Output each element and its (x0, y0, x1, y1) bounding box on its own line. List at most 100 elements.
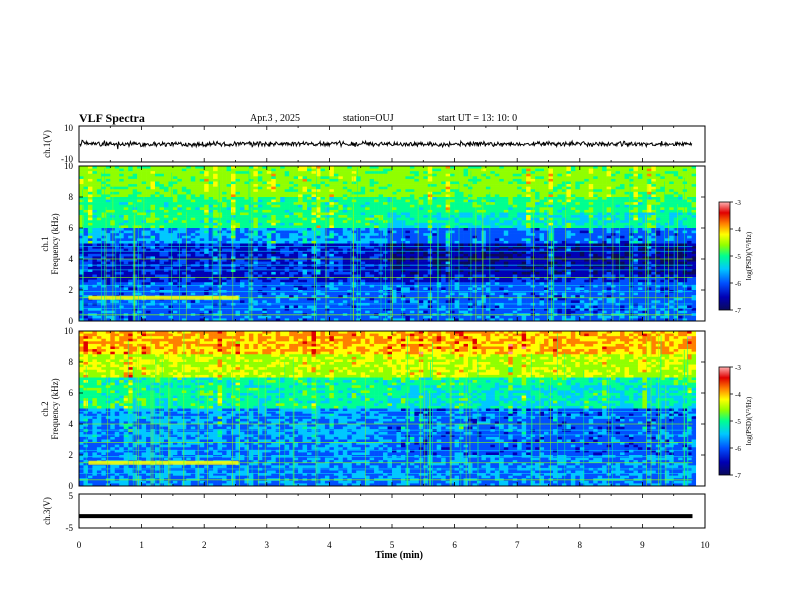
spectrogram-cell (146, 277, 151, 280)
spectrogram-cell (414, 181, 420, 185)
spectrogram-cell (204, 233, 209, 237)
spectrogram-cell (302, 181, 308, 185)
spectrogram-cell (114, 274, 120, 278)
spectrogram-cell (275, 292, 281, 296)
spectrogram-cell (186, 235, 192, 239)
spectrogram-cell (432, 233, 438, 237)
spectrogram-cell (248, 184, 254, 187)
spectrogram-cell (150, 176, 156, 180)
spectrogram-cell (150, 225, 156, 229)
spectrogram-cell (320, 248, 326, 252)
spectrogram-cell (79, 310, 84, 314)
spectrogram-cell (128, 284, 133, 288)
spectrogram-cell (222, 287, 227, 291)
spectrogram-cell (123, 168, 129, 172)
spectrogram-cell (396, 176, 402, 180)
spectrogram-cell (351, 181, 357, 185)
spectrogram-cell (146, 287, 151, 291)
spectrogram-cell (293, 238, 299, 242)
spectrogram-cell (177, 186, 183, 190)
spectrogram-cell (123, 222, 129, 226)
spectrogram-cell (275, 259, 281, 262)
spectrogram-cell (244, 204, 250, 208)
spectrogram-cell (83, 300, 89, 304)
spectrogram-cell (244, 279, 250, 283)
spectrogram-cell (231, 277, 236, 280)
spectrogram-cell (342, 168, 348, 172)
spectrogram-cell (405, 287, 411, 291)
spectrogram-cell (79, 202, 84, 206)
spectrogram-cell (333, 259, 339, 262)
spectrogram-cell (293, 271, 299, 275)
spectrogram-cell (172, 277, 178, 280)
spectrogram-cell (311, 199, 317, 203)
spectrogram-cell (114, 228, 120, 231)
spectrogram-cell (293, 277, 299, 280)
spectrogram-cell (298, 277, 303, 280)
spectrogram-cell (365, 212, 370, 216)
spectrogram-cell (347, 199, 353, 203)
spectrogram-cell (79, 238, 84, 242)
spectrogram-cell (181, 248, 187, 252)
spectrogram-cell (87, 246, 93, 249)
spectrogram-cell (271, 222, 277, 226)
spectrogram-cell (195, 310, 201, 314)
spectrogram-cell (423, 259, 429, 262)
spectrogram-cell (137, 233, 142, 237)
spectrogram-cell (235, 207, 241, 211)
spectrogram-cell (360, 253, 366, 257)
spectrogram-cell (409, 181, 415, 185)
spectrogram-cell (119, 225, 125, 229)
spectrogram-cell (248, 277, 254, 280)
spectrogram-cell (418, 222, 424, 226)
spectrogram-cell (177, 181, 183, 185)
spectrogram-cell (222, 173, 227, 177)
spectrogram-cell (414, 173, 420, 177)
spectrogram-cell (168, 243, 174, 247)
spectrogram-cell (342, 166, 348, 169)
spectrogram-cell (137, 168, 142, 172)
spectrogram-cell (172, 220, 178, 224)
spectrogram-cell (445, 173, 451, 177)
spectrogram-cell (293, 259, 299, 262)
spectrogram-cell (324, 279, 330, 283)
spectrogram-cell (226, 256, 232, 260)
spectrogram-cell (110, 168, 116, 172)
spectrogram-cell (248, 297, 254, 301)
spectrogram-cell (365, 173, 370, 177)
spectrogram-cell (150, 168, 156, 172)
spectrogram-cell (213, 266, 218, 270)
spectrogram-cell (96, 287, 102, 291)
spectrogram-cell (222, 274, 227, 278)
spectrogram-cell (231, 171, 236, 175)
spectrogram-cell (271, 228, 277, 231)
spectrogram-cell (204, 230, 209, 234)
spectrogram-cell (441, 302, 446, 306)
spectrogram-cell (248, 259, 254, 262)
spectrogram-cell (302, 197, 308, 200)
ch1-ytick-top: 10 (64, 123, 74, 133)
spectrogram-cell (400, 217, 406, 221)
spectrogram-cell (226, 171, 232, 175)
spectrogram-cell (83, 173, 89, 177)
spectrogram-cell (387, 315, 393, 319)
spectrogram-cell (105, 230, 111, 234)
spectrogram-cell (101, 259, 107, 262)
spectrogram-cell (445, 191, 451, 195)
spectrogram-cell (123, 189, 129, 193)
spectrogram-cell (315, 277, 321, 280)
spectrogram-cell (222, 168, 227, 172)
spectrogram-cell (222, 248, 227, 252)
spectrogram-cell (342, 292, 348, 296)
spectrogram-cell (248, 168, 254, 172)
spectrogram-cell (92, 202, 98, 206)
spectrogram-cell (338, 199, 344, 203)
spectrogram-cell (253, 243, 259, 247)
spectrogram-cell (324, 202, 330, 206)
spectrogram-cell (418, 243, 424, 247)
spectrogram-cell (374, 315, 379, 319)
spectrogram-cell (320, 189, 326, 193)
spectrogram-cell (137, 215, 142, 218)
spectrogram-cell (119, 259, 125, 262)
spectrogram-cell (141, 186, 147, 190)
